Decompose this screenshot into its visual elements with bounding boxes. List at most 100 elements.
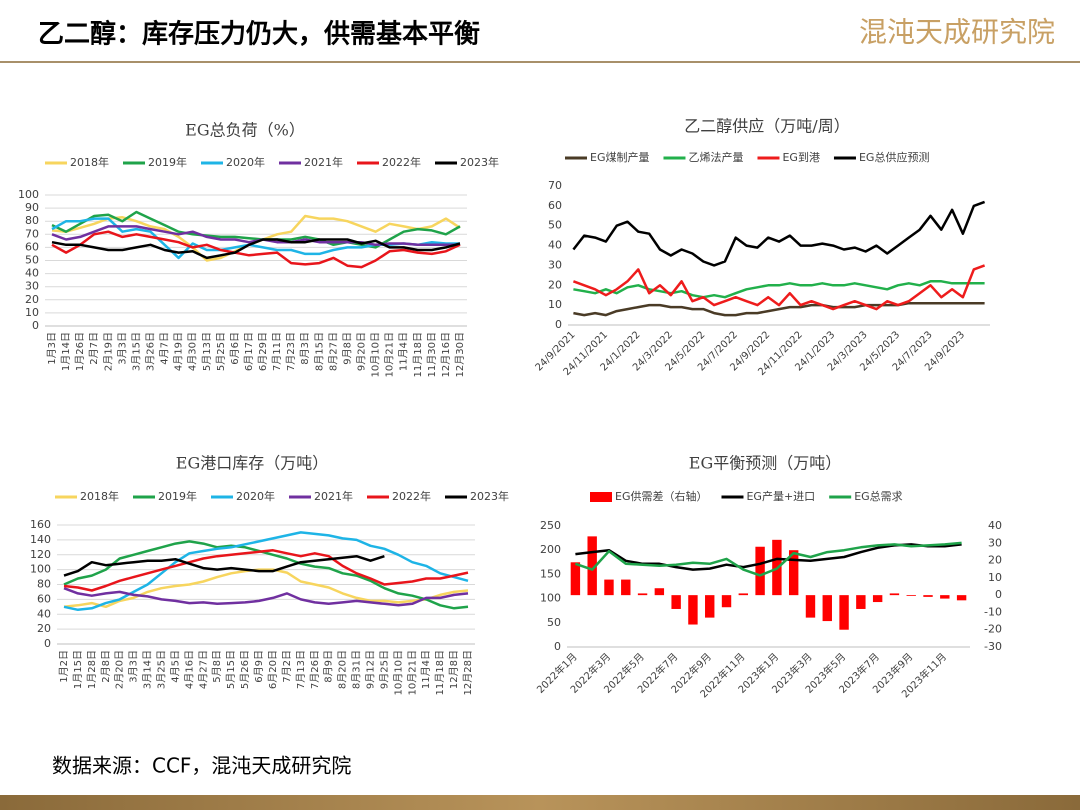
x-tick-label: 11月4日 <box>398 332 410 371</box>
y-tick-label: 30 <box>25 280 39 293</box>
legend-label: 2023年 <box>470 489 509 503</box>
y-tick-label: 40 <box>37 607 51 620</box>
x-tick-label: 4月16日 <box>183 650 195 689</box>
y-tick-label: 30 <box>548 258 562 271</box>
legend-label: 2023年 <box>460 155 499 169</box>
series-line <box>572 264 986 311</box>
legend-label: 2021年 <box>304 155 343 169</box>
y-tick-label: 80 <box>25 214 39 227</box>
x-tick-label: 4月19日 <box>173 332 185 371</box>
x-tick-label: 4月30日 <box>187 332 199 371</box>
series-line <box>63 568 469 609</box>
x-tick-label: 1月2日 <box>58 650 70 683</box>
series-line <box>63 554 385 577</box>
y-tick-label: 100 <box>30 563 51 576</box>
y-tick-label: 140 <box>30 533 51 546</box>
y-tick-label: 40 <box>25 267 39 280</box>
legend-label: EG总需求 <box>854 489 902 503</box>
legend-label: 乙烯法产量 <box>688 150 743 164</box>
y-tick-label: 20 <box>25 293 39 306</box>
y-tick-label: 0 <box>555 318 562 331</box>
x-tick-label: 6月29日 <box>257 332 269 371</box>
bar <box>956 595 967 601</box>
x-tick-label: 6月6日 <box>229 332 241 365</box>
bar <box>654 588 665 596</box>
x-tick-label: 11月30日 <box>426 332 438 377</box>
legend-label: 2021年 <box>314 489 353 503</box>
bar <box>621 579 631 596</box>
y-tick-label: 150 <box>540 567 561 580</box>
x-tick-label: 1月3日 <box>46 332 58 365</box>
x-tick-label: 6月17日 <box>243 332 255 371</box>
y-tick-label: 100 <box>540 592 561 605</box>
x-tick-label: 1月14日 <box>60 332 72 371</box>
x-tick-label: 7月13日 <box>295 650 307 689</box>
x-tick-label: 4月7日 <box>159 332 171 365</box>
x-tick-label: 4月5日 <box>169 650 181 683</box>
x-tick-label: 7月2日 <box>281 650 293 683</box>
y2-tick-label: 0 <box>995 588 1002 601</box>
bar <box>906 595 916 596</box>
source-note: 数据来源：CCF，混沌天成研究院 <box>52 754 351 778</box>
x-tick-label: 9月20日 <box>356 332 368 371</box>
legend-label: 2020年 <box>236 489 275 503</box>
legend-swatch <box>590 492 612 502</box>
x-tick-label: 10月21日 <box>406 650 418 695</box>
bar <box>721 595 732 608</box>
y2-tick-label: 40 <box>988 519 1002 532</box>
x-tick-label: 2月7日 <box>88 332 100 365</box>
x-tick-label: 3月25日 <box>156 650 168 689</box>
y-tick-label: 0 <box>44 637 51 650</box>
bar <box>637 593 648 596</box>
y-tick-label: 60 <box>25 240 39 253</box>
legend-label: EG到港 <box>782 151 819 164</box>
y-tick-label: 40 <box>548 239 562 252</box>
x-tick-label: 3月3日 <box>116 332 128 365</box>
x-tick-label: 1月15日 <box>72 650 84 689</box>
y-tick-label: 20 <box>548 278 562 291</box>
x-tick-label: 7月26日 <box>309 650 321 689</box>
x-tick-label: 11月4日 <box>420 650 432 689</box>
x-tick-label: 6月20日 <box>267 650 279 689</box>
legend-label: 2020年 <box>226 155 265 169</box>
x-tick-label: 1月28日 <box>86 650 98 689</box>
legend-label: 2018年 <box>70 155 109 169</box>
x-tick-label: 9月8日 <box>341 332 353 365</box>
x-tick-label: 1月26日 <box>74 332 86 371</box>
x-tick-label: 7月23日 <box>285 332 297 371</box>
legend-label: 2022年 <box>382 155 421 169</box>
bar <box>822 595 832 622</box>
logo: 混沌天成研究院 <box>859 16 1055 49</box>
series-line <box>573 280 985 299</box>
legend-label: EG煤制产量 <box>590 150 649 164</box>
x-tick-label: 7月11日 <box>271 332 283 371</box>
x-tick-label: 12月8日 <box>448 650 460 689</box>
legend-label: EG供需差（右轴） <box>615 489 707 503</box>
y-tick-label: 120 <box>30 548 51 561</box>
bar <box>872 595 883 603</box>
x-tick-label: 5月13日 <box>201 332 213 371</box>
bar <box>755 546 765 596</box>
bar <box>889 593 900 596</box>
legend-label: EG总供应预测 <box>859 150 929 164</box>
bar <box>688 595 698 625</box>
y-tick-label: 0 <box>32 319 39 332</box>
legend-label: 2019年 <box>158 489 197 503</box>
y-tick-label: 60 <box>37 592 51 605</box>
y-tick-label: 10 <box>548 298 562 311</box>
series-line <box>574 541 962 577</box>
x-tick-label: 3月15日 <box>130 332 142 371</box>
x-tick-label: 12月28日 <box>462 650 474 695</box>
series-line <box>575 543 962 571</box>
chart-title: 乙二醇供应（万吨/周） <box>684 117 849 136</box>
slide-title: 乙二醇：库存压力仍大，供需基本平衡 <box>38 19 480 50</box>
x-tick-label: 5月15日 <box>225 650 237 689</box>
y-tick-label: 100 <box>18 188 39 201</box>
y-tick-label: 70 <box>548 179 562 192</box>
bar <box>805 595 816 618</box>
x-tick-label: 5月26日 <box>239 650 251 689</box>
series-line <box>63 549 469 592</box>
y-tick-label: 250 <box>540 519 561 532</box>
y-tick-label: 50 <box>25 254 39 267</box>
x-tick-label: 8月31日 <box>351 650 363 689</box>
